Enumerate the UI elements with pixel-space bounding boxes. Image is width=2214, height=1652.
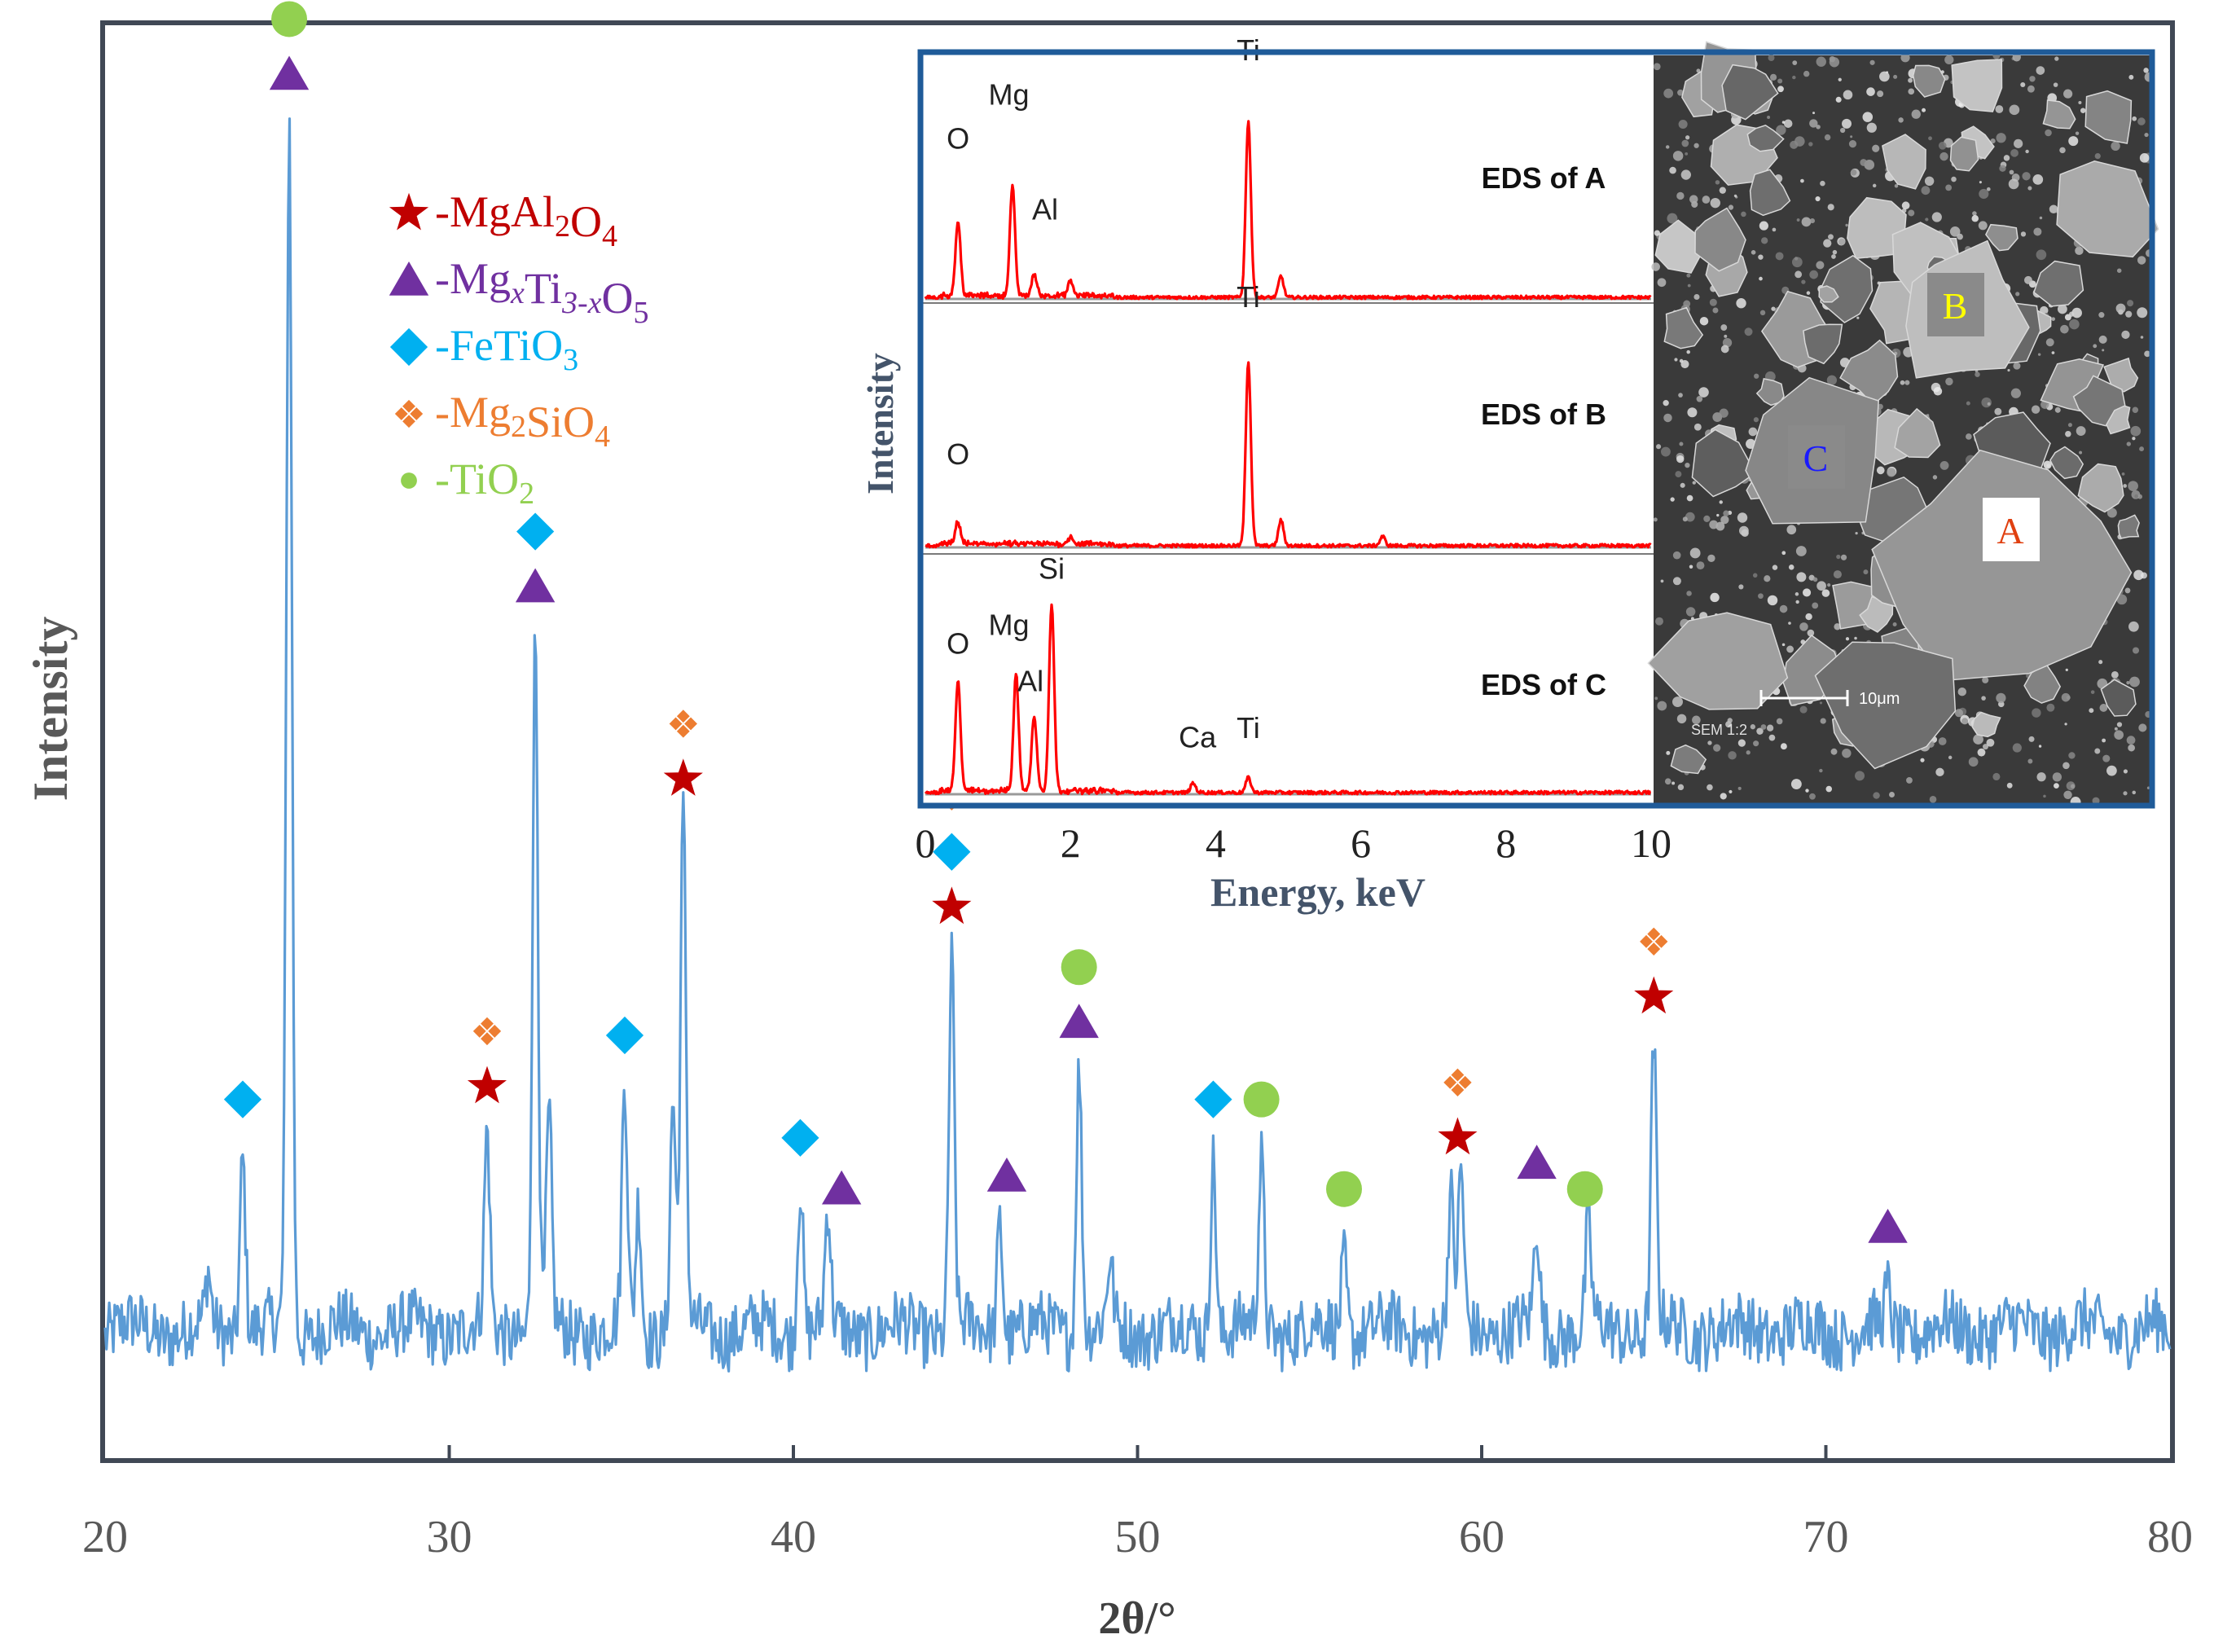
sem-point-label: B — [1943, 285, 1968, 327]
legend-label: -FeTiO3 — [435, 321, 578, 377]
x-tick-label: 20 — [82, 1512, 128, 1562]
mg2sio4-marker — [1443, 1068, 1472, 1096]
tio2-marker — [1326, 1171, 1362, 1207]
fetio3-marker — [1194, 1080, 1232, 1118]
legend-item: -TiO2 — [401, 455, 534, 511]
legend-label: -TiO2 — [435, 455, 534, 511]
inset-x-tick-label: 2 — [1061, 820, 1081, 866]
sem-micrograph: A B C 10μm SEM 1:2 — [1647, 41, 2159, 807]
mg2sio4-marker — [472, 1017, 502, 1046]
x-tick-label: 30 — [427, 1512, 472, 1562]
x-axis: 20 30 40 50 60 70 80 — [82, 1445, 2193, 1562]
sem-point-marker: B — [1927, 273, 1984, 336]
inset-y-axis-label: Intensity — [859, 353, 901, 494]
inset-x-tick-label: 4 — [1206, 820, 1226, 866]
eds-spectrum: O Mg Al Si Ca Ti EDS of C — [924, 552, 1652, 796]
eds-trace — [924, 603, 1652, 796]
spectrum-title: EDS of B — [1481, 398, 1606, 431]
fetio3-marker — [781, 1118, 819, 1157]
fetio3-marker — [516, 512, 555, 551]
legend-label: -MgxTi3-xO5 — [435, 254, 649, 330]
y-axis-label: Intensity — [24, 617, 77, 802]
mgal2o4-marker — [389, 192, 429, 231]
element-label: Ca — [1179, 721, 1217, 754]
inset-border — [917, 49, 2155, 809]
sem-point-label: C — [1803, 437, 1829, 479]
fetio3-marker — [933, 833, 971, 871]
element-label: Mg — [988, 609, 1029, 642]
spectrum-title: EDS of C — [1481, 668, 1606, 701]
inset-x-tick-label: 6 — [1351, 820, 1371, 866]
mgxti3xo5-marker — [1868, 1208, 1908, 1243]
fetio3-marker — [223, 1080, 262, 1118]
element-label: O — [947, 627, 969, 661]
element-label: O — [947, 437, 969, 471]
mgal2o4-marker — [467, 1065, 507, 1104]
eds-trace — [925, 361, 1652, 549]
mg2sio4-marker — [1640, 927, 1668, 956]
sem-point-marker: C — [1788, 425, 1845, 489]
x-tick-label: 40 — [771, 1512, 816, 1562]
inset-x-axis-label: Energy, keV — [1210, 869, 1425, 915]
peak-marker-layer — [223, 1, 1908, 1243]
mg2sio4-marker — [669, 710, 697, 738]
element-label: Al — [1017, 665, 1043, 698]
legend-item: -FeTiO3 — [389, 321, 578, 377]
scale-bar: 10μm — [1759, 690, 1900, 708]
sem-point-label: A — [1997, 510, 2023, 551]
legend-item: -MgxTi3-xO5 — [389, 254, 649, 330]
legend-label: -MgAl2O4 — [435, 187, 617, 253]
element-label: Si — [1039, 552, 1065, 586]
x-tick-label: 80 — [2147, 1512, 2193, 1562]
mgxti3xo5-marker — [821, 1170, 862, 1205]
element-label: Ti — [1237, 280, 1260, 314]
xrd-pattern-line — [103, 117, 2172, 1373]
legend: -MgAl2O4-MgxTi3-xO5-FeTiO3 -Mg2SiO4-TiO2 — [389, 187, 649, 511]
mgxti3xo5-marker — [389, 261, 429, 296]
xrd-layer — [103, 117, 2172, 1373]
x-tick-label: 70 — [1803, 1512, 1849, 1562]
tio2-marker — [401, 472, 417, 489]
fetio3-marker — [389, 327, 428, 367]
sem-point-marker: A — [1983, 498, 2040, 561]
legend-item: -MgAl2O4 — [389, 187, 617, 253]
tio2-marker — [271, 1, 308, 37]
x-axis-label: 2θ/° — [1098, 1593, 1175, 1644]
legend-label: -Mg2SiO4 — [435, 388, 610, 454]
element-label: O — [947, 122, 969, 156]
mgxti3xo5-marker — [515, 568, 556, 603]
mgal2o4-marker — [932, 886, 972, 925]
mgal2o4-marker — [663, 758, 703, 796]
x-tick-label: 50 — [1115, 1512, 1161, 1562]
x-tick-label: 60 — [1459, 1512, 1505, 1562]
mgal2o4-marker — [1634, 976, 1674, 1014]
inset-x-axis: 0 2 4 6 8 10 — [916, 820, 1672, 866]
element-label: Al — [1032, 192, 1058, 226]
eds-trace — [924, 120, 1652, 301]
eds-spectrum: O Ti EDS of B — [925, 280, 1652, 549]
mgxti3xo5-marker — [269, 55, 310, 90]
tio2-marker — [1243, 1081, 1280, 1118]
mgxti3xo5-marker — [986, 1158, 1027, 1192]
sem-info-label: SEM 1:2 — [1691, 722, 1747, 738]
inset-x-tick-label: 0 — [916, 820, 936, 866]
scale-bar-label: 10μm — [1859, 690, 1900, 708]
mg2sio4-marker — [394, 399, 424, 428]
legend-item: -Mg2SiO4 — [394, 388, 610, 454]
element-label: Ti — [1237, 711, 1260, 745]
tio2-marker — [1566, 1171, 1603, 1207]
mgxti3xo5-marker — [1517, 1145, 1557, 1180]
element-label: Mg — [988, 77, 1029, 111]
mgal2o4-marker — [1438, 1117, 1478, 1155]
inset-x-tick-label: 10 — [1631, 820, 1671, 866]
spectrum-title: EDS of A — [1482, 161, 1606, 195]
fetio3-marker — [605, 1016, 644, 1055]
tio2-marker — [1061, 949, 1097, 986]
inset-x-tick-label: 8 — [1496, 820, 1516, 866]
mgxti3xo5-marker — [1059, 1004, 1099, 1039]
